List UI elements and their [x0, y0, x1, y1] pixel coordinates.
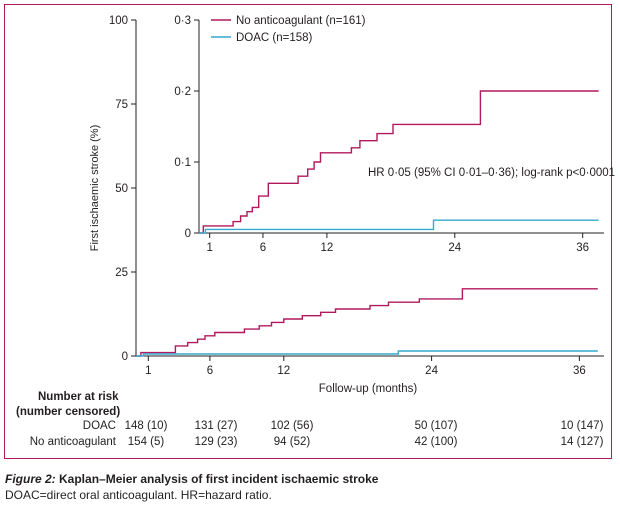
risk-cell: 10 (147) [560, 420, 604, 432]
figure-footnote: DOAC=direct oral anticoagulant. HR=hazar… [5, 488, 272, 502]
main-x-tick-label: 6 [207, 365, 213, 377]
risk-cell: 148 (10) [124, 420, 168, 432]
main-x-tick-label: 12 [277, 365, 290, 377]
risk-cell: 94 (52) [273, 436, 311, 448]
inset-x-tick-label: 1 [206, 242, 212, 254]
legend-label: DOAC (n=158) [236, 32, 313, 44]
inset-curve-no-anticoagulant [199, 90, 599, 234]
risk-cell: 14 (127) [560, 436, 604, 448]
hazard-ratio-annotation: HR 0·05 (95% CI 0·01–0·36); log-rank p<0… [368, 167, 615, 179]
risk-cell: 129 (23) [194, 436, 238, 448]
legend-label: No anticoagulant (n=161) [236, 15, 366, 27]
risk-table-title: Number at risk [38, 391, 119, 403]
figure-caption: Figure 2: Kaplan–Meier analysis of first… [5, 471, 378, 503]
inset-chart: HR 0·05 (95% CI 0·01–0·36); log-rank p<0… [174, 15, 615, 254]
figure-frame [4, 4, 612, 459]
risk-cell: 154 (5) [127, 436, 165, 448]
inset-x-tick-label: 6 [260, 242, 266, 254]
risk-cell: 42 (100) [414, 436, 458, 448]
main-x-tick-label: 24 [425, 365, 438, 377]
main-x-tick-label: 36 [573, 365, 586, 377]
risk-cell: 102 (56) [270, 420, 314, 432]
risk-row-label: DOAC [82, 420, 116, 432]
main-x-tick-label: 1 [145, 365, 151, 377]
inset-y-tick-label: 0·1 [174, 157, 191, 169]
inset-x-tick-label: 36 [576, 242, 589, 254]
main-y-axis-label: First ischaemic stroke (%) [89, 125, 101, 252]
risk-cell: 131 (27) [194, 420, 238, 432]
main-y-tick-label: 50 [115, 183, 128, 195]
main-y-tick-label: 0 [122, 351, 128, 363]
inset-curve-doac [199, 219, 599, 234]
main-curve-doac [136, 350, 598, 357]
figure-label: Figure 2: [5, 472, 56, 486]
main-chart: First ischaemic stroke (%) Follow-up (mo… [89, 15, 604, 395]
main-curve-no-anticoagulant [136, 288, 598, 357]
main-x-axis-label: Follow-up (months) [319, 383, 418, 395]
inset-x-tick-label: 24 [448, 242, 461, 254]
main-y-tick-label: 25 [115, 267, 128, 279]
risk-table-subtitle: (number censored) [16, 406, 121, 418]
inset-y-tick-label: 0·2 [174, 86, 191, 98]
main-y-tick-label: 75 [115, 99, 128, 111]
inset-x-tick-label: 12 [320, 242, 333, 254]
risk-row-label: No anticoagulant [29, 436, 116, 448]
figure-title: Kaplan–Meier analysis of first incident … [59, 472, 379, 486]
inset-y-tick-label: 0·3 [174, 15, 191, 27]
kaplan-meier-chart: First ischaemic stroke (%) Follow-up (mo… [89, 15, 615, 395]
inset-y-tick-label: 0 [185, 228, 191, 240]
risk-cell: 50 (107) [414, 420, 458, 432]
main-y-tick-label: 100 [109, 15, 128, 27]
